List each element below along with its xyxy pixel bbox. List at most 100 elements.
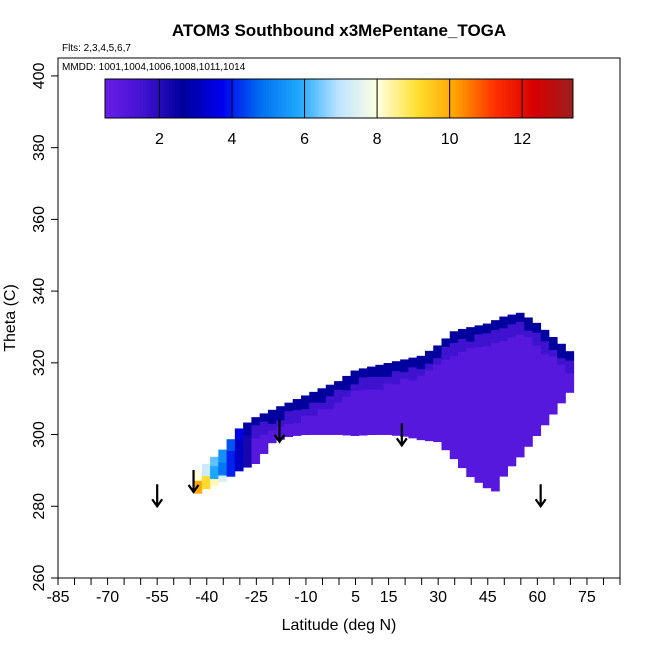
heatmap-cell [391,403,401,410]
heatmap-cell [458,454,467,462]
colorbar-segment [222,79,226,118]
colorbar-segment [409,79,413,118]
colorbar-segment [388,79,393,118]
heatmap-cell [491,320,500,324]
heatmap-cell [300,415,310,423]
heatmap-cell [416,362,426,370]
heatmap-cell [458,332,467,340]
heatmap-cell [548,343,558,350]
heatmap-cell [499,443,508,451]
heatmap-cell [234,428,244,433]
heatmap-cell [309,421,318,429]
heatmap-cell [458,377,467,385]
y-tick-label: 340 [31,278,48,305]
heatmap-cell [466,450,475,458]
heatmap-cell [532,416,542,424]
colorbar-segment [458,79,463,118]
heatmap-cell [210,465,219,473]
heatmap-cell [466,328,475,336]
heatmap-cell [449,413,459,421]
heatmap-cell [383,421,393,429]
flights-label: Flts: 2,3,4,5,6,7 [62,43,131,54]
colorbar-segment [312,79,317,118]
heatmap-cell [466,392,475,400]
colorbar-segment [192,79,197,118]
heatmap-cell [334,415,343,423]
heatmap-cell [375,421,385,429]
heatmap-cell [499,405,508,413]
colorbar-segment [517,79,521,118]
heatmap-cell [524,336,533,344]
colorbar-segment [148,79,153,118]
heatmap-cell [292,409,302,417]
heatmap-cell [251,444,261,452]
colorbar-segment [137,79,141,118]
heatmap-cell [300,428,310,436]
heatmap-cell [424,414,434,422]
heatmap-cell [367,395,376,403]
heatmap-cell [358,409,368,417]
heatmap-cell [317,415,327,423]
heatmap-cell [284,404,294,412]
colorbar-segment [505,79,510,118]
heatmap-cell [565,366,575,374]
heatmap-cell [532,325,542,333]
heatmap-cell [540,360,550,368]
heatmap-cell [507,356,517,364]
heatmap-cell [515,314,525,322]
heatmap-cell [540,366,550,374]
heatmap-cell [441,398,451,406]
heatmap-cell [218,455,227,463]
heatmap-cell [334,381,343,384]
heatmap-cell [408,399,418,407]
colorbar-segment [423,79,428,118]
heatmap-cell [342,375,351,378]
x-tick-label: -55 [146,589,169,606]
heatmap-cell [474,325,484,328]
heatmap-cell [449,394,459,402]
heatmap-cell [515,373,525,380]
heatmap-cell [334,421,343,429]
heatmap-cell [491,407,500,414]
heatmap-cell [441,378,451,386]
heatmap-cell [466,379,475,387]
heatmap-cell [524,343,533,350]
colorbar-segment [251,79,255,118]
heatmap-cell [350,390,360,398]
heatmap-cell [350,370,360,372]
heatmap-cell [449,361,459,369]
colorbar-segment [491,79,495,118]
heatmap-cell [292,422,302,430]
heatmap-cell [565,353,575,361]
heatmap-cell [474,385,484,393]
heatmap-cell [433,428,442,436]
y-axis-label: Theta (C) [2,284,19,352]
heatmap-cell [540,399,550,406]
heatmap-cell [193,480,203,488]
colorbar-segment [356,79,360,118]
colorbar-segment [242,79,246,118]
colorbar-segment [526,79,530,118]
heatmap-cell [441,372,451,380]
heatmap-cell [391,409,401,417]
heatmap-cell [441,417,451,425]
heatmap-cell [491,342,500,350]
colorbar-segment [257,79,261,118]
colorbar-segment [306,79,311,118]
heatmap-cell [424,402,434,409]
y-tick-label: 320 [31,349,48,376]
heatmap-cell [482,332,492,340]
colorbar-segment [239,79,243,118]
heatmap-cell [267,410,277,418]
heatmap-cell [491,400,500,408]
heatmap-cell [524,439,533,447]
heatmap-cell [515,392,525,400]
heatmap-cell [499,411,508,419]
colorbar-segment [213,79,217,118]
heatmap-cell [400,416,409,424]
x-tick-label: -40 [195,589,218,606]
heatmap-cell [491,336,500,343]
heatmap-cell [441,404,451,412]
colorbar-segment [236,79,241,118]
heatmap-cell [565,360,575,367]
